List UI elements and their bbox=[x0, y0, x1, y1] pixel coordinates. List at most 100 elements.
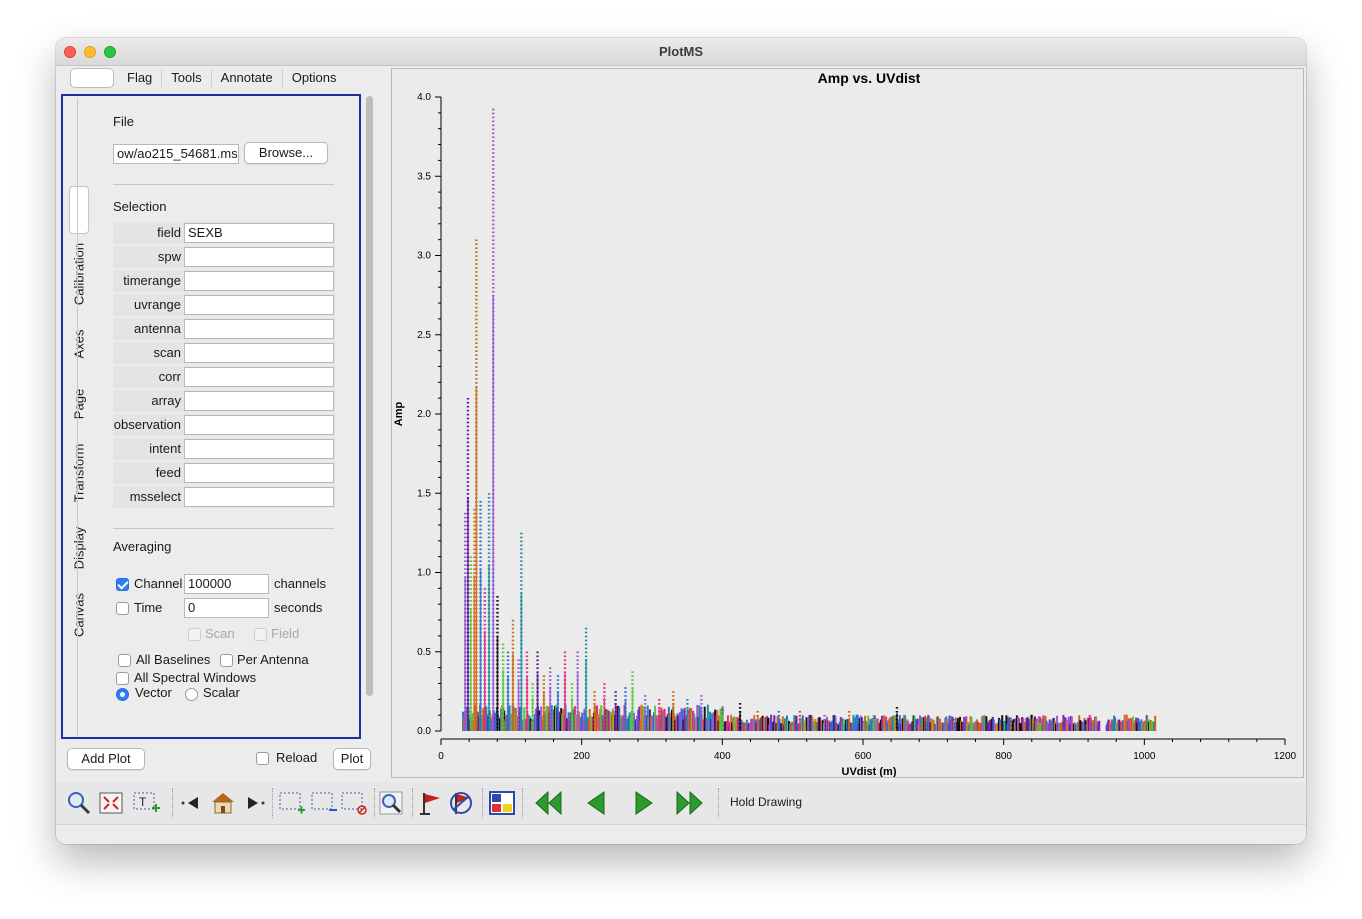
annotate-text-icon[interactable]: T bbox=[132, 790, 162, 816]
data-point-band bbox=[540, 706, 543, 731]
data-point-band bbox=[885, 716, 888, 731]
data-point-band bbox=[1105, 724, 1108, 731]
chart-title: Amp vs. UVdist bbox=[818, 70, 921, 86]
time-checkbox[interactable] bbox=[116, 602, 129, 615]
hold-drawing-button[interactable]: Hold Drawing bbox=[730, 795, 803, 809]
data-point-band bbox=[1030, 714, 1033, 731]
data-point-band bbox=[772, 721, 775, 731]
field-avg-checkbox[interactable] bbox=[254, 628, 267, 641]
data-point-8 bbox=[492, 120, 495, 123]
vector-radio[interactable] bbox=[116, 688, 129, 701]
data-point-5 bbox=[479, 516, 482, 519]
toolbar-separator bbox=[374, 788, 375, 818]
data-point-band bbox=[979, 722, 982, 731]
pan-right-icon[interactable] bbox=[242, 790, 268, 816]
all-spw-checkbox[interactable] bbox=[116, 672, 129, 685]
maximize-window-button[interactable] bbox=[104, 46, 116, 58]
data-point-21 bbox=[563, 655, 567, 658]
flag-icon[interactable] bbox=[418, 790, 446, 816]
selection-spw-input[interactable] bbox=[184, 247, 334, 267]
data-point-13 bbox=[517, 663, 520, 666]
tab-tools[interactable]: Tools bbox=[162, 69, 212, 87]
selection-array-input[interactable] bbox=[184, 391, 334, 411]
selection-timerange-input[interactable] bbox=[184, 271, 334, 291]
tab-flag[interactable]: Flag bbox=[118, 69, 163, 87]
selection-feed-input[interactable] bbox=[184, 463, 334, 483]
last-page-icon[interactable] bbox=[674, 790, 704, 816]
data-point-band bbox=[514, 707, 517, 731]
data-point-band bbox=[844, 724, 847, 731]
tab-annotate[interactable]: Annotate bbox=[212, 69, 283, 87]
pan-left-icon[interactable] bbox=[178, 790, 204, 816]
data-point-band bbox=[633, 712, 636, 731]
selection-field-input[interactable]: SEXB bbox=[184, 223, 334, 243]
plot-button[interactable]: Plot bbox=[333, 748, 371, 770]
data-point-12 bbox=[511, 635, 515, 638]
data-point-band bbox=[661, 712, 664, 731]
clear-regions-icon[interactable] bbox=[340, 790, 368, 816]
previous-page-icon[interactable] bbox=[584, 790, 608, 816]
time-avg-input[interactable]: 0 bbox=[184, 598, 269, 618]
zoom-icon[interactable] bbox=[66, 790, 92, 816]
reload-checkbox[interactable] bbox=[256, 752, 269, 765]
selection-observation-input[interactable] bbox=[184, 415, 334, 435]
scalar-radio[interactable] bbox=[185, 688, 198, 701]
panel-scrollbar[interactable] bbox=[364, 96, 374, 736]
data-point-20 bbox=[556, 683, 560, 685]
data-point-0 bbox=[463, 576, 467, 578]
data-point-band bbox=[751, 719, 754, 731]
scrollbar-thumb[interactable] bbox=[366, 96, 373, 696]
data-point-4 bbox=[475, 334, 478, 337]
all-baselines-checkbox[interactable] bbox=[118, 654, 131, 667]
data-point-band bbox=[789, 723, 792, 731]
browse-button[interactable]: Browse... bbox=[244, 142, 328, 164]
data-point-band bbox=[753, 714, 756, 731]
selection-spw-label: spw bbox=[157, 249, 181, 264]
data-point-band bbox=[847, 719, 850, 731]
data-point-band bbox=[794, 720, 797, 731]
channel-avg-input[interactable]: 100000 bbox=[184, 574, 269, 594]
subtract-region-icon[interactable] bbox=[310, 790, 338, 816]
first-page-icon[interactable] bbox=[534, 790, 564, 816]
side-tab-data[interactable] bbox=[69, 186, 89, 234]
unflag-icon[interactable] bbox=[448, 790, 476, 816]
data-point-13 bbox=[517, 679, 520, 681]
selection-uvrange-input[interactable] bbox=[184, 295, 334, 315]
home-icon[interactable] bbox=[210, 790, 236, 816]
tab-data[interactable] bbox=[70, 68, 114, 88]
selection-antenna-input[interactable] bbox=[184, 319, 334, 339]
tab-options[interactable]: Options bbox=[291, 70, 337, 85]
add-plot-button[interactable]: Add Plot bbox=[67, 748, 145, 770]
iteration-grid-icon[interactable] bbox=[488, 790, 516, 816]
data-point-band bbox=[754, 719, 757, 731]
minimize-window-button[interactable] bbox=[84, 46, 96, 58]
close-window-button[interactable] bbox=[64, 46, 76, 58]
data-point-7 bbox=[487, 532, 491, 535]
data-point-5 bbox=[479, 552, 482, 555]
data-point-band bbox=[1130, 719, 1133, 731]
data-point-9 bbox=[496, 600, 499, 602]
fit-to-window-icon[interactable] bbox=[98, 790, 124, 816]
mark-region-icon[interactable] bbox=[278, 790, 306, 816]
selection-corr-input[interactable] bbox=[184, 367, 334, 387]
data-point-band bbox=[582, 720, 585, 731]
selection-scan-input[interactable] bbox=[184, 343, 334, 363]
locate-icon[interactable] bbox=[378, 790, 406, 816]
selection-intent-input[interactable] bbox=[184, 439, 334, 459]
channel-checkbox[interactable] bbox=[116, 578, 129, 591]
data-point-band bbox=[1032, 723, 1035, 731]
file-path-field[interactable]: ow/ao215_54681.ms bbox=[113, 144, 239, 164]
data-point-band bbox=[869, 719, 872, 731]
data-point-band bbox=[849, 722, 852, 731]
next-page-icon[interactable] bbox=[632, 790, 656, 816]
scan-avg-checkbox[interactable] bbox=[188, 628, 201, 641]
data-point-1 bbox=[466, 401, 470, 404]
data-point-band bbox=[1149, 720, 1152, 731]
plot-canvas[interactable]: Amp vs. UVdist 0.0 0.5 1.0 1.5 2.0 2.5 3.0 3.5 4.… bbox=[391, 68, 1304, 778]
data-point-band bbox=[887, 720, 890, 731]
data-point-band bbox=[579, 718, 582, 731]
per-antenna-checkbox[interactable] bbox=[220, 654, 233, 667]
selection-msselect-input[interactable] bbox=[184, 487, 334, 507]
data-point-band bbox=[929, 722, 932, 731]
data-point-band bbox=[601, 715, 604, 731]
